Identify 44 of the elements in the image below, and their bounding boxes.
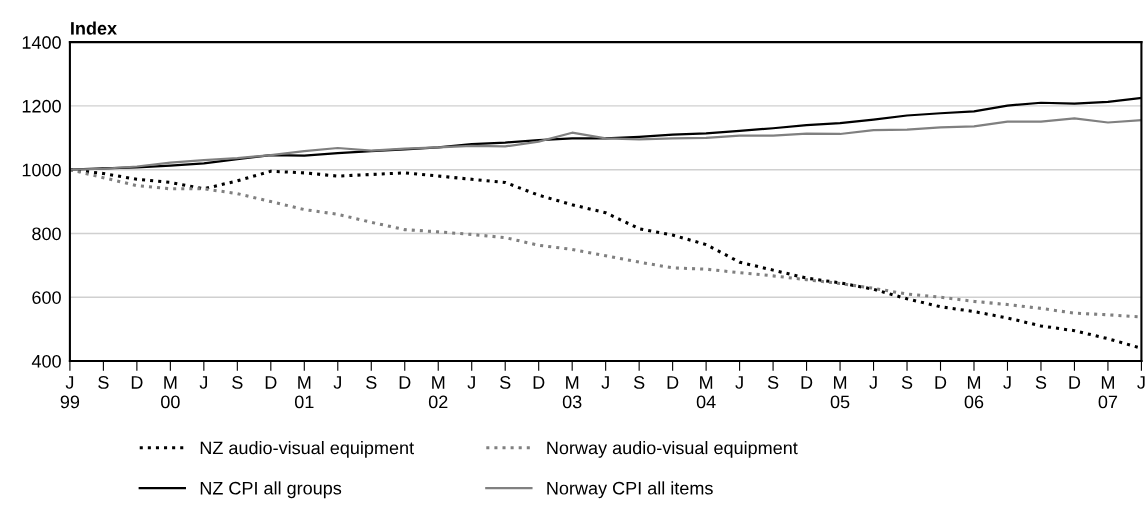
y-tick-label: 400	[31, 354, 61, 368]
x-tick-label: D	[801, 376, 813, 389]
x-tick-label: M 02	[428, 376, 448, 409]
y-tick-label: 1000	[22, 163, 61, 177]
x-tick-label: M 06	[964, 376, 984, 409]
legend-label: Norway audio-visual equipment	[547, 441, 798, 458]
x-tick-label: M 00	[161, 376, 180, 409]
y-tick-label: 1400	[22, 36, 61, 49]
x-tick-label: D	[533, 376, 545, 389]
x-tick-label: M 01	[294, 376, 314, 409]
y-tick-label: 1200	[22, 99, 61, 113]
y-axis-title: Index	[71, 21, 117, 35]
x-tick-label: D	[131, 376, 143, 389]
x-tick-label: M 05	[830, 376, 850, 409]
legend-label: NZ CPI all groups	[200, 481, 342, 499]
x-tick-label: J	[735, 376, 743, 389]
x-tick-label: J	[333, 376, 341, 389]
x-tick-label: S	[366, 376, 377, 389]
x-tick-label: D	[667, 376, 679, 389]
legend-label: NZ audio-visual equipment	[200, 441, 414, 458]
x-tick-label: J	[467, 376, 475, 389]
legend-label: Norway CPI all items	[547, 481, 713, 499]
x-tick-label: S	[901, 376, 913, 389]
x-tick-label: J 99	[60, 376, 80, 409]
x-tick-label: S	[1035, 376, 1047, 389]
x-tick-label: M 04	[696, 376, 716, 409]
x-tick-label: D	[265, 376, 277, 389]
x-tick-label: S	[767, 376, 779, 389]
x-tick-label: J	[1003, 376, 1011, 389]
x-tick-label: S	[500, 376, 511, 389]
x-tick-label: M 07	[1098, 376, 1118, 409]
x-tick-label: J	[199, 376, 208, 389]
x-tick-label: D	[1069, 376, 1081, 389]
x-tick-label: S	[98, 376, 109, 389]
x-tick-label: D	[399, 376, 411, 389]
x-tick-label: D	[935, 376, 947, 389]
x-tick-label: M 03	[562, 376, 582, 409]
x-tick-label: S	[232, 376, 243, 389]
x-tick-label: S	[633, 376, 645, 389]
x-tick-label: J	[1137, 376, 1145, 389]
y-tick-label: 600	[32, 291, 61, 304]
x-tick-label: J	[601, 376, 609, 389]
y-tick-label: 800	[32, 227, 61, 241]
x-tick-label: J	[869, 376, 877, 389]
